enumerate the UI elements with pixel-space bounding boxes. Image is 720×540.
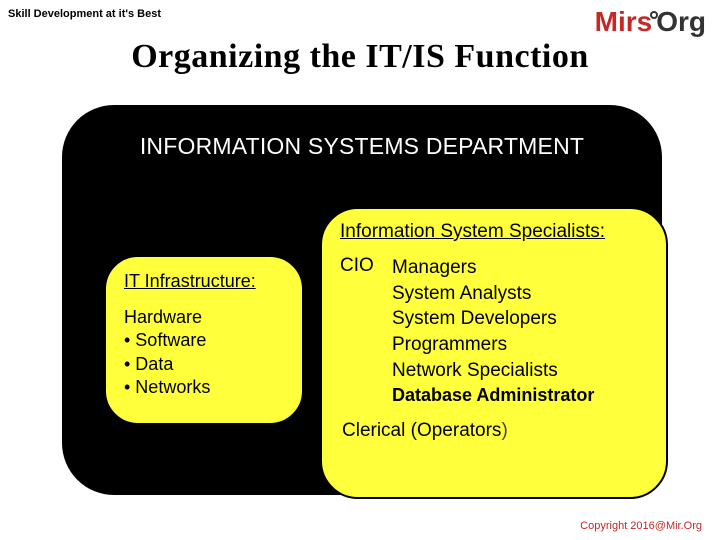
it-item: Hardware [124, 306, 284, 329]
logo-suffix: Org [656, 6, 706, 37]
dba-label: Database Administrator [392, 385, 648, 406]
clerical-paren: ) [501, 420, 507, 441]
logo-brand: Mirs [595, 6, 653, 37]
specialists-heading: Information System Specialists: [340, 221, 648, 243]
tagline: Skill Development at it's Best [8, 8, 161, 20]
it-item: • Data [124, 353, 284, 376]
clerical-text: Clerical (Operators [342, 420, 501, 441]
clerical-label: Clerical (Operators) [342, 420, 648, 442]
department-heading: INFORMATION SYSTEMS DEPARTMENT [62, 133, 662, 160]
role-item: Programmers [392, 332, 558, 358]
copyright: Copyright 2016@Mir.Org [580, 520, 702, 532]
roles-list: Managers System Analysts System Develope… [392, 255, 558, 383]
it-item: • Software [124, 329, 284, 352]
logo: MirsOrg [595, 6, 706, 38]
role-item: Network Specialists [392, 358, 558, 384]
department-container: INFORMATION SYSTEMS DEPARTMENT IT Infras… [62, 105, 662, 495]
page-title: Organizing the IT/IS Function [0, 38, 720, 76]
it-infrastructure-box: IT Infrastructure: Hardware • Software •… [104, 255, 304, 425]
it-infrastructure-heading: IT Infrastructure: [124, 271, 284, 292]
role-item: System Analysts [392, 281, 558, 307]
cio-label: CIO [340, 255, 392, 383]
role-item: System Developers [392, 306, 558, 332]
role-item: Managers [392, 255, 558, 281]
specialists-box: Information System Specialists: CIO Mana… [320, 207, 668, 499]
it-item: • Networks [124, 376, 284, 399]
